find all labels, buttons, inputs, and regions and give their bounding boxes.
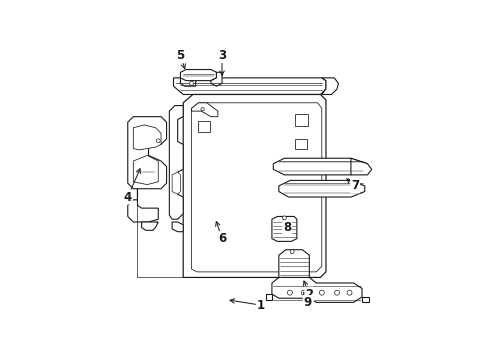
Circle shape [156, 139, 160, 143]
Polygon shape [322, 78, 339, 94]
Polygon shape [128, 189, 158, 222]
Circle shape [288, 290, 293, 295]
Text: 4: 4 [123, 190, 132, 203]
Circle shape [319, 290, 324, 295]
Circle shape [282, 216, 286, 220]
Text: 8: 8 [283, 221, 291, 234]
Polygon shape [180, 76, 196, 86]
Polygon shape [192, 103, 218, 117]
Circle shape [201, 108, 204, 111]
Polygon shape [279, 250, 309, 283]
Text: 3: 3 [218, 49, 226, 62]
Text: 9: 9 [304, 296, 312, 309]
Text: 5: 5 [176, 49, 185, 62]
Polygon shape [351, 158, 372, 175]
Circle shape [301, 290, 306, 295]
Polygon shape [279, 180, 365, 197]
Polygon shape [142, 222, 158, 230]
Polygon shape [172, 172, 180, 194]
Circle shape [290, 250, 294, 253]
Text: 1: 1 [257, 299, 265, 312]
Polygon shape [272, 278, 362, 302]
Circle shape [335, 290, 340, 295]
Polygon shape [172, 222, 183, 232]
Polygon shape [267, 294, 272, 300]
Polygon shape [180, 69, 217, 81]
Polygon shape [133, 125, 161, 150]
Polygon shape [133, 156, 158, 185]
Polygon shape [192, 103, 322, 272]
Polygon shape [295, 114, 308, 126]
Text: 7: 7 [351, 179, 359, 193]
Polygon shape [272, 216, 297, 242]
Text: 2: 2 [305, 288, 314, 301]
Circle shape [347, 290, 352, 295]
Polygon shape [198, 121, 210, 132]
Polygon shape [128, 117, 167, 189]
Polygon shape [273, 158, 368, 175]
Polygon shape [183, 94, 326, 278]
Text: 6: 6 [218, 232, 226, 245]
Polygon shape [170, 105, 183, 219]
Polygon shape [211, 72, 222, 86]
Polygon shape [362, 297, 369, 302]
Polygon shape [295, 139, 307, 149]
Circle shape [190, 81, 194, 85]
Polygon shape [173, 78, 326, 94]
